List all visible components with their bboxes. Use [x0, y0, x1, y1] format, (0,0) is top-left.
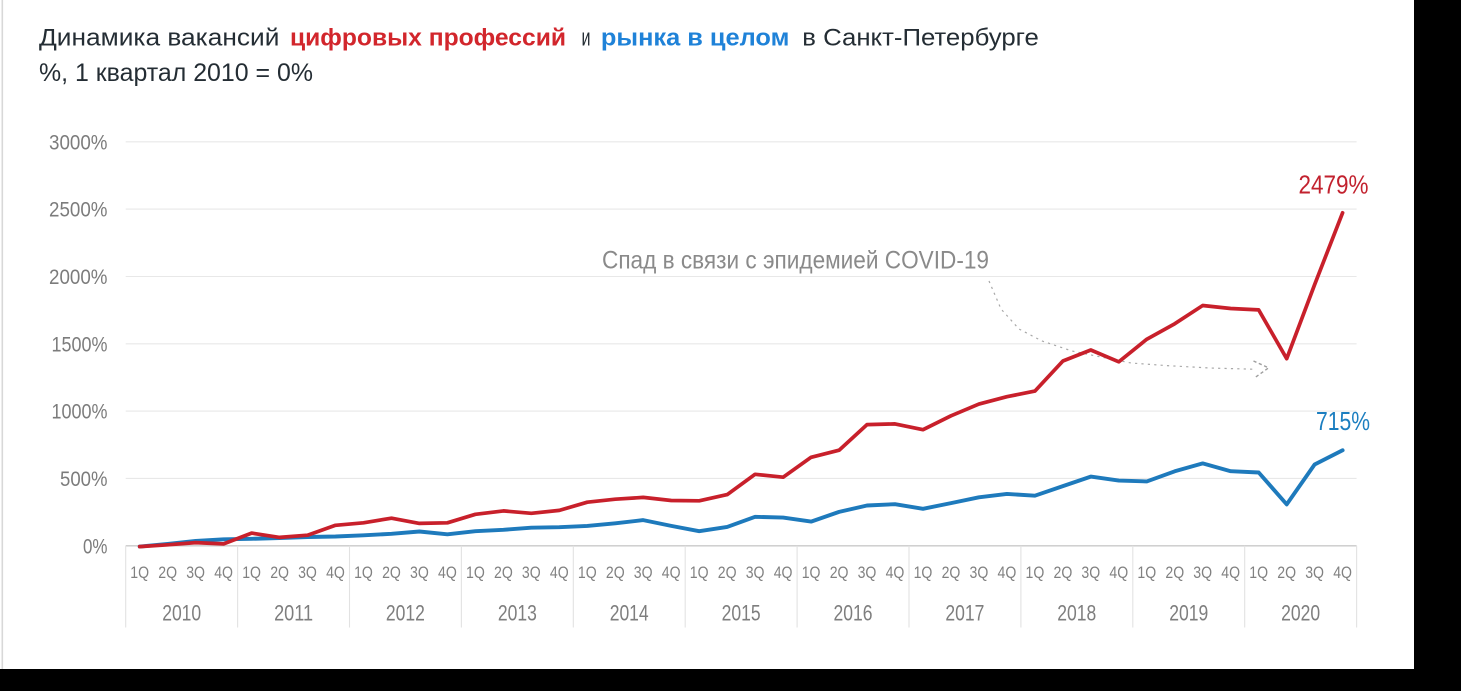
svg-text:3Q: 3Q: [298, 563, 317, 582]
svg-text:3Q: 3Q: [746, 563, 765, 582]
svg-text:4Q: 4Q: [1221, 563, 1240, 582]
svg-text:1Q: 1Q: [1249, 563, 1268, 582]
svg-text:2017: 2017: [945, 601, 984, 626]
svg-text:2019: 2019: [1169, 601, 1208, 626]
svg-text:2479%: 2479%: [1299, 170, 1369, 200]
svg-text:2Q: 2Q: [1165, 563, 1184, 582]
svg-text:4Q: 4Q: [998, 563, 1017, 582]
svg-text:2013: 2013: [498, 601, 537, 626]
svg-text:3Q: 3Q: [522, 563, 541, 582]
svg-text:Спад в связи с эпидемией COVID: Спад в связи с эпидемией COVID-19: [602, 247, 989, 275]
svg-text:2020: 2020: [1281, 601, 1320, 626]
svg-text:в Санкт-Петербурге: в Санкт-Петербурге: [802, 25, 1038, 52]
svg-text:%, 1 квартал 2010 = 0%: %, 1 квартал 2010 = 0%: [39, 59, 313, 87]
svg-text:1Q: 1Q: [578, 563, 597, 582]
svg-text:1Q: 1Q: [1137, 563, 1156, 582]
svg-text:1Q: 1Q: [466, 563, 485, 582]
svg-text:2016: 2016: [834, 601, 873, 626]
svg-text:3Q: 3Q: [410, 563, 429, 582]
svg-text:1Q: 1Q: [1026, 563, 1045, 582]
svg-text:1Q: 1Q: [802, 563, 821, 582]
svg-text:4Q: 4Q: [550, 563, 569, 582]
svg-text:3Q: 3Q: [858, 563, 877, 582]
svg-text:1500%: 1500%: [52, 332, 108, 356]
svg-text:1Q: 1Q: [130, 563, 149, 582]
svg-text:2011: 2011: [274, 601, 313, 626]
svg-text:2012: 2012: [386, 601, 425, 626]
svg-text:2Q: 2Q: [382, 563, 401, 582]
svg-text:2015: 2015: [722, 601, 761, 626]
svg-text:2010: 2010: [162, 601, 201, 626]
svg-text:4Q: 4Q: [326, 563, 345, 582]
svg-text:3000%: 3000%: [49, 130, 108, 154]
svg-text:2Q: 2Q: [1277, 563, 1296, 582]
svg-text:и: и: [582, 25, 591, 52]
svg-text:2Q: 2Q: [494, 563, 513, 582]
svg-text:2Q: 2Q: [942, 563, 961, 582]
svg-text:4Q: 4Q: [1333, 563, 1352, 582]
svg-text:0%: 0%: [83, 534, 108, 558]
svg-text:1Q: 1Q: [690, 563, 709, 582]
svg-text:3Q: 3Q: [970, 563, 989, 582]
svg-text:4Q: 4Q: [886, 563, 905, 582]
svg-text:3Q: 3Q: [634, 563, 653, 582]
svg-text:3Q: 3Q: [1193, 563, 1212, 582]
svg-text:500%: 500%: [60, 467, 108, 491]
svg-text:2018: 2018: [1057, 601, 1096, 626]
svg-text:1Q: 1Q: [354, 563, 373, 582]
svg-text:3Q: 3Q: [186, 563, 205, 582]
svg-text:2Q: 2Q: [1054, 563, 1073, 582]
svg-text:2500%: 2500%: [49, 198, 108, 222]
svg-text:1000%: 1000%: [52, 400, 108, 424]
svg-text:2Q: 2Q: [270, 563, 289, 582]
svg-text:2000%: 2000%: [49, 265, 108, 289]
svg-text:4Q: 4Q: [662, 563, 681, 582]
svg-text:2Q: 2Q: [718, 563, 737, 582]
svg-text:2Q: 2Q: [158, 563, 177, 582]
svg-text:цифровых профессий: цифровых профессий: [290, 25, 566, 52]
svg-text:4Q: 4Q: [438, 563, 457, 582]
svg-text:4Q: 4Q: [214, 563, 233, 582]
svg-text:4Q: 4Q: [774, 563, 793, 582]
svg-text:4Q: 4Q: [1109, 563, 1128, 582]
svg-text:3Q: 3Q: [1081, 563, 1100, 582]
svg-text:715%: 715%: [1316, 406, 1370, 436]
svg-text:1Q: 1Q: [242, 563, 261, 582]
svg-text:3Q: 3Q: [1305, 563, 1324, 582]
svg-text:1Q: 1Q: [914, 563, 933, 582]
svg-text:рынка в целом: рынка в целом: [601, 25, 790, 52]
svg-text:2Q: 2Q: [830, 563, 849, 582]
svg-text:2014: 2014: [610, 601, 649, 626]
svg-text:2Q: 2Q: [606, 563, 625, 582]
svg-text:Динамика вакансий: Динамика вакансий: [39, 25, 279, 52]
